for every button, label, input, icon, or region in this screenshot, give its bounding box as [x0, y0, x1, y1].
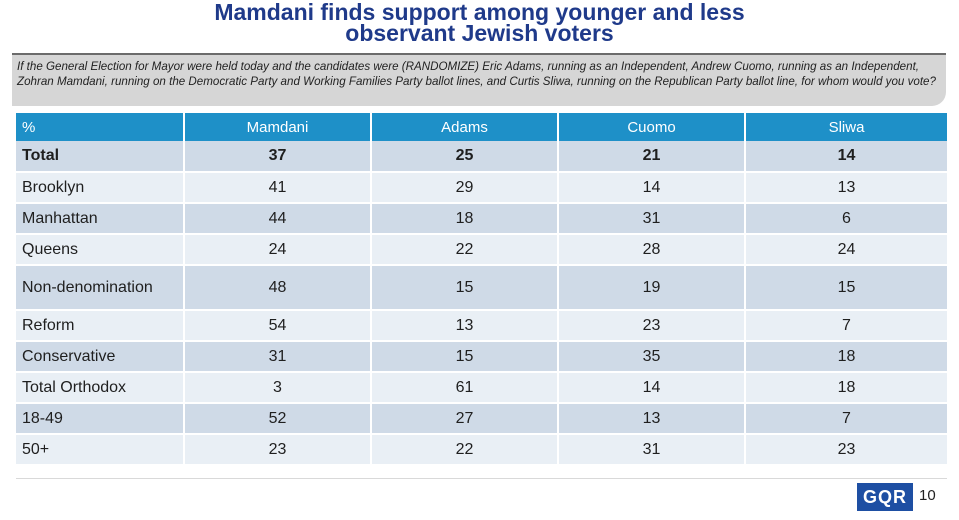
cell-mamdani: 24 — [184, 234, 372, 266]
column-header-sliwa: Sliwa — [745, 113, 947, 141]
cell-mamdani: 52 — [184, 402, 372, 435]
column-header-cuomo: Cuomo — [558, 113, 746, 141]
cell-sliwa: 14 — [745, 141, 947, 173]
cell-sliwa: 18 — [745, 372, 947, 404]
title-line-2: observant Jewish voters — [345, 20, 614, 46]
row-label: Reform — [16, 310, 185, 342]
cell-cuomo: 21 — [558, 141, 746, 173]
row-label: 18-49 — [16, 402, 185, 435]
cell-cuomo: 35 — [558, 341, 746, 373]
table-row-18-49: 18-49 52 27 13 7 — [16, 402, 947, 435]
cell-adams: 25 — [371, 141, 559, 173]
cell-cuomo: 14 — [558, 372, 746, 404]
cell-sliwa: 24 — [745, 234, 947, 266]
table-row-50-plus: 50+ 23 22 31 23 — [16, 434, 947, 466]
table-row-conservative: Conservative 31 15 35 18 — [16, 341, 947, 373]
cell-sliwa: 7 — [745, 402, 947, 435]
cell-adams: 29 — [371, 172, 559, 204]
table-row-total-orthodox: Total Orthodox 3 61 14 18 — [16, 372, 947, 404]
row-label: Total Orthodox — [16, 372, 185, 404]
slide-title: Mamdani finds support among younger and … — [0, 0, 959, 46]
row-label: Total — [16, 141, 185, 173]
cell-adams: 27 — [371, 402, 559, 435]
cell-mamdani: 31 — [184, 341, 372, 373]
column-header-percent: % — [16, 113, 185, 141]
title-line-1: Mamdani finds support among younger and … — [214, 0, 745, 25]
gqr-logo: GQR — [857, 483, 913, 511]
table-row-non-denomination: Non-denomination 48 15 19 15 — [16, 264, 947, 311]
question-text-box: If the General Election for Mayor were h… — [12, 53, 946, 106]
table-row-reform: Reform 54 13 23 7 — [16, 310, 947, 342]
cell-cuomo: 28 — [558, 234, 746, 266]
cell-sliwa: 13 — [745, 172, 947, 204]
cell-sliwa: 6 — [745, 203, 947, 235]
row-label: Queens — [16, 234, 185, 266]
cell-mamdani: 23 — [184, 434, 372, 466]
cell-adams: 22 — [371, 234, 559, 266]
cell-sliwa: 7 — [745, 310, 947, 342]
cell-sliwa: 15 — [745, 264, 947, 311]
cell-cuomo: 31 — [558, 434, 746, 466]
row-label: Non-denomination — [16, 264, 185, 311]
cell-adams: 15 — [371, 341, 559, 373]
cell-mamdani: 44 — [184, 203, 372, 235]
footer-divider — [16, 478, 947, 479]
cell-mamdani: 41 — [184, 172, 372, 204]
column-header-mamdani: Mamdani — [184, 113, 372, 141]
cell-adams: 13 — [371, 310, 559, 342]
results-table: % Mamdani Adams Cuomo Sliwa Total 37 25 … — [16, 113, 947, 466]
cell-adams: 18 — [371, 203, 559, 235]
cell-adams: 61 — [371, 372, 559, 404]
table-row-total: Total 37 25 21 14 — [16, 141, 947, 173]
row-label: Manhattan — [16, 203, 185, 235]
cell-mamdani: 37 — [184, 141, 372, 173]
table-row-queens: Queens 24 22 28 24 — [16, 234, 947, 266]
row-label: 50+ — [16, 434, 185, 466]
table-header-row: % Mamdani Adams Cuomo Sliwa — [16, 113, 947, 141]
cell-cuomo: 19 — [558, 264, 746, 311]
question-text: If the General Election for Mayor were h… — [17, 60, 936, 88]
cell-mamdani: 48 — [184, 264, 372, 311]
cell-cuomo: 23 — [558, 310, 746, 342]
table-row-manhattan: Manhattan 44 18 31 6 — [16, 203, 947, 235]
cell-mamdani: 3 — [184, 372, 372, 404]
cell-mamdani: 54 — [184, 310, 372, 342]
cell-cuomo: 13 — [558, 402, 746, 435]
column-header-adams: Adams — [371, 113, 559, 141]
cell-sliwa: 23 — [745, 434, 947, 466]
row-label: Conservative — [16, 341, 185, 373]
cell-adams: 15 — [371, 264, 559, 311]
cell-sliwa: 18 — [745, 341, 947, 373]
cell-adams: 22 — [371, 434, 559, 466]
table-row-brooklyn: Brooklyn 41 29 14 13 — [16, 172, 947, 204]
row-label: Brooklyn — [16, 172, 185, 204]
question-divider — [12, 53, 946, 55]
page-number: 10 — [919, 487, 936, 504]
cell-cuomo: 14 — [558, 172, 746, 204]
cell-cuomo: 31 — [558, 203, 746, 235]
